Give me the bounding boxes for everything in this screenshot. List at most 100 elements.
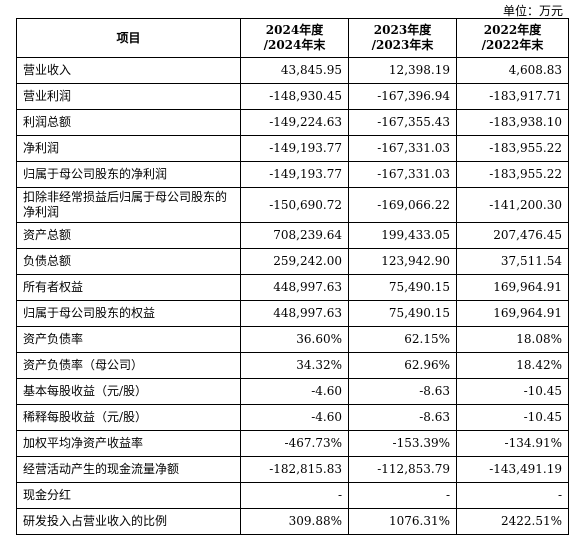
- row-label: 资产负债率（母公司）: [16, 352, 241, 379]
- value-2022: -183,917.71: [456, 83, 569, 110]
- header-2022-line2: /2022年末: [481, 38, 544, 52]
- value-2024: -150,690.72: [240, 187, 349, 223]
- value-2024: -4.60: [240, 378, 349, 405]
- value-2023: -167,355.43: [348, 109, 457, 136]
- value-2024: -182,815.83: [240, 456, 349, 483]
- value-2023: -167,396.94: [348, 83, 457, 110]
- row-label: 所有者权益: [16, 274, 241, 301]
- table-row: 加权平均净资产收益率 -467.73% -153.39% -134.91%: [16, 430, 569, 457]
- table-row: 经营活动产生的现金流量净额 -182,815.83 -112,853.79 -143,…: [16, 456, 569, 483]
- value-2022: -183,955.22: [456, 161, 569, 188]
- header-2022-line1: 2022年度: [483, 23, 542, 37]
- table-row: 归属于母公司股东的净利润 -149,193.77 -167,331.03 -183,9…: [16, 161, 569, 188]
- value-2022: 18.42%: [456, 352, 569, 379]
- table-row: 净利润 -149,193.77 -167,331.03 -183,955.22: [16, 135, 569, 162]
- row-label: 基本每股收益（元/股）: [16, 378, 241, 405]
- value-2022: 18.08%: [456, 326, 569, 353]
- table-row: 扣除非经常损益后归属于母公司股东的净利润 -150,690.72 -169,066.…: [16, 187, 569, 223]
- value-2023: 75,490.15: [348, 274, 457, 301]
- value-2024: -: [240, 482, 349, 509]
- row-label: 稀释每股收益（元/股）: [16, 404, 241, 431]
- table-row: 现金分红 - - -: [16, 482, 569, 509]
- value-2024: -4.60: [240, 404, 349, 431]
- value-2023: -8.63: [348, 378, 457, 405]
- header-2023: 2023年度 /2023年末: [348, 18, 457, 58]
- row-label: 归属于母公司股东的净利润: [16, 161, 241, 188]
- value-2022: -10.45: [456, 404, 569, 431]
- table-row: 研发投入占营业收入的比例 309.88% 1076.31% 2422.51%: [16, 508, 569, 535]
- value-2022: -141,200.30: [456, 187, 569, 223]
- financial-table: 项目 2024年度 /2024年末 2023年度 /2023年末 2022年度 …: [16, 18, 569, 535]
- value-2022: -10.45: [456, 378, 569, 405]
- table-row: 负债总额 259,242.00 123,942.90 37,511.54: [16, 248, 569, 275]
- table-row: 营业利润 -148,930.45 -167,396.94 -183,917.71: [16, 83, 569, 110]
- table-row: 资产负债率（母公司） 34.32% 62.96% 18.42%: [16, 352, 569, 379]
- value-2023: 199,433.05: [348, 222, 457, 249]
- value-2022: 169,964.91: [456, 274, 569, 301]
- row-label: 研发投入占营业收入的比例: [16, 508, 241, 535]
- row-label: 现金分红: [16, 482, 241, 509]
- header-2024-line1: 2024年度: [265, 23, 324, 37]
- row-label: 归属于母公司股东的权益: [16, 300, 241, 327]
- table-row: 所有者权益 448,997.63 75,490.15 169,964.91: [16, 274, 569, 301]
- row-label: 利润总额: [16, 109, 241, 136]
- value-2024: 448,997.63: [240, 300, 349, 327]
- value-2023: 123,942.90: [348, 248, 457, 275]
- value-2024: -149,193.77: [240, 161, 349, 188]
- value-2024: 36.60%: [240, 326, 349, 353]
- value-2022: 37,511.54: [456, 248, 569, 275]
- value-2023: -167,331.03: [348, 135, 457, 162]
- row-label: 资产总额: [16, 222, 241, 249]
- row-label: 营业收入: [16, 57, 241, 84]
- header-2023-line2: /2023年末: [371, 38, 434, 52]
- value-2023: 1076.31%: [348, 508, 457, 535]
- row-label: 加权平均净资产收益率: [16, 430, 241, 457]
- header-2022: 2022年度 /2022年末: [456, 18, 569, 58]
- value-2022: -: [456, 482, 569, 509]
- table-row: 基本每股收益（元/股） -4.60 -8.63 -10.45: [16, 378, 569, 405]
- value-2023: -8.63: [348, 404, 457, 431]
- table-row: 归属于母公司股东的权益 448,997.63 75,490.15 169,964.91: [16, 300, 569, 327]
- value-2023: 12,398.19: [348, 57, 457, 84]
- value-2023: -112,853.79: [348, 456, 457, 483]
- value-2023: -169,066.22: [348, 187, 457, 223]
- value-2022: -143,491.19: [456, 456, 569, 483]
- value-2024: 259,242.00: [240, 248, 349, 275]
- table-row: 资产总额 708,239.64 199,433.05 207,476.45: [16, 222, 569, 249]
- value-2022: 2422.51%: [456, 508, 569, 535]
- value-2024: 448,997.63: [240, 274, 349, 301]
- table-row: 利润总额 -149,224.63 -167,355.43 -183,938.10: [16, 109, 569, 136]
- row-label: 负债总额: [16, 248, 241, 275]
- value-2022: -183,955.22: [456, 135, 569, 162]
- row-label: 营业利润: [16, 83, 241, 110]
- value-2024: 708,239.64: [240, 222, 349, 249]
- value-2023: -167,331.03: [348, 161, 457, 188]
- value-2022: 4,608.83: [456, 57, 569, 84]
- row-label: 净利润: [16, 135, 241, 162]
- unit-label: 单位：万元: [502, 4, 563, 18]
- header-row: 项目 2024年度 /2024年末 2023年度 /2023年末 2022年度 …: [16, 18, 569, 58]
- table-row: 稀释每股收益（元/股） -4.60 -8.63 -10.45: [16, 404, 569, 431]
- value-2024: -149,193.77: [240, 135, 349, 162]
- header-2024-line2: /2024年末: [263, 38, 326, 52]
- value-2022: 169,964.91: [456, 300, 569, 327]
- row-label: 扣除非经常损益后归属于母公司股东的净利润: [16, 187, 241, 223]
- value-2024: -148,930.45: [240, 83, 349, 110]
- value-2024: 43,845.95: [240, 57, 349, 84]
- header-2023-line1: 2023年度: [373, 23, 432, 37]
- value-2022: -183,938.10: [456, 109, 569, 136]
- row-label: 经营活动产生的现金流量净额: [16, 456, 241, 483]
- value-2023: -: [348, 482, 457, 509]
- value-2022: 207,476.45: [456, 222, 569, 249]
- value-2023: -153.39%: [348, 430, 457, 457]
- table-row: 营业收入 43,845.95 12,398.19 4,608.83: [16, 57, 569, 84]
- value-2022: -134.91%: [456, 430, 569, 457]
- table-row: 资产负债率 36.60% 62.15% 18.08%: [16, 326, 569, 353]
- value-2023: 62.15%: [348, 326, 457, 353]
- value-2023: 75,490.15: [348, 300, 457, 327]
- header-2024: 2024年度 /2024年末: [240, 18, 349, 58]
- header-item: 项目: [16, 18, 241, 58]
- value-2024: 309.88%: [240, 508, 349, 535]
- value-2024: 34.32%: [240, 352, 349, 379]
- value-2024: -467.73%: [240, 430, 349, 457]
